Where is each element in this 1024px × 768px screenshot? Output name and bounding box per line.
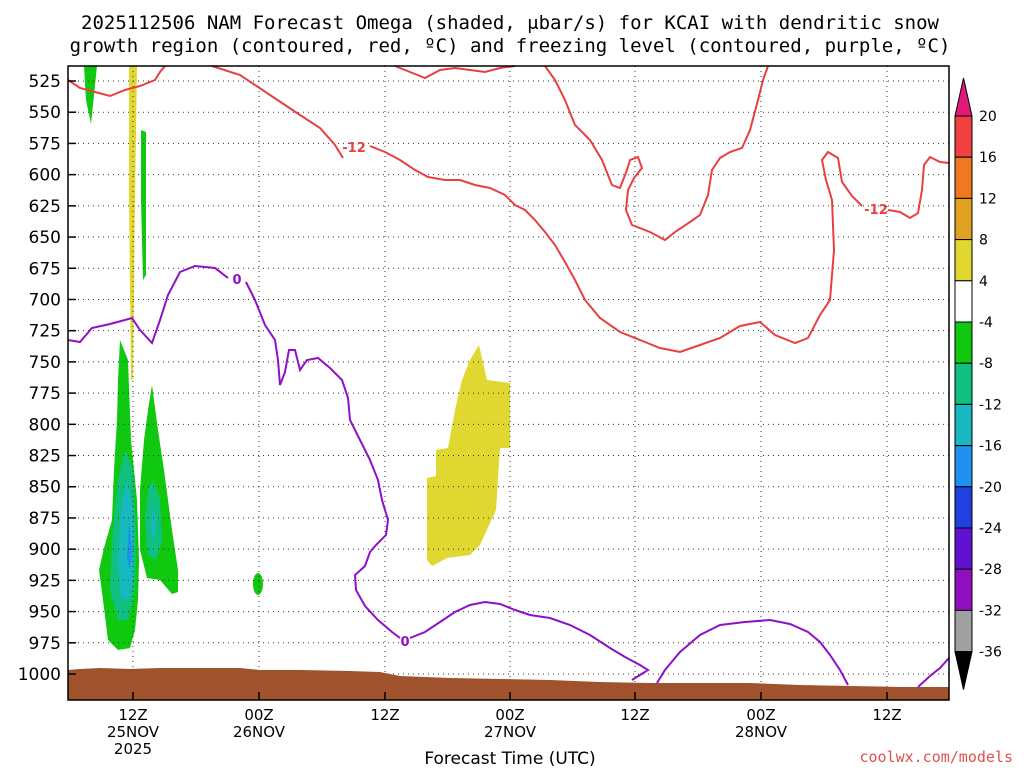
x-axis-label: Forecast Time (UTC) [424,749,595,768]
y-tick-label-825: 825 [29,447,61,467]
colorbar-box-5 [954,321,973,364]
y-tick-label-875: 875 [29,509,61,529]
freezing-label-upper: 0 [232,273,241,288]
omega-yellow-strip [129,66,137,380]
dgz-label-right: -12 [864,203,888,218]
omega-green-small-blob [253,573,263,595]
x-tick-label-5-2: 28NOV [735,723,788,741]
dgz-contour-loop-top [394,65,769,242]
colorbar-label--16: -16 [979,439,1002,455]
colorbar-box-6 [954,362,973,405]
omega-cyan-core [118,480,133,600]
y-tick-label-675: 675 [29,259,61,279]
y-tick-label-700: 700 [29,290,61,310]
x-tick-label-6-1: 12Z [872,706,901,724]
y-tick-label-925: 925 [29,571,61,591]
dgz-contour-labels: -12 -12 [342,141,888,218]
plot-frame [67,65,950,701]
x-tick-label-0-3: 2025 [114,740,152,758]
omega-blue-core [127,520,132,570]
dgz-label-upper: -12 [342,141,366,156]
colorbar-label-16: 16 [979,150,997,166]
colorbar: 20 16 12 8 4 -4 -8 -12 -16 -20 -24 -28 -32 -36 [954,77,1002,690]
y-tick-label-550: 550 [29,103,61,123]
colorbar-label-4: 4 [979,274,988,290]
freezing-label-lower: 0 [400,635,409,650]
dgz-contour-main [211,65,863,354]
colorbar-label--36: -36 [979,645,1002,661]
colorbar-label--24: -24 [979,521,1002,537]
freezing-contour-labels: 0 0 [232,273,409,650]
y-tick-label-525: 525 [29,72,61,92]
x-tick-label-5-1: 00Z [746,706,775,724]
y-tick-label-575: 575 [29,134,61,154]
y-tick-label-650: 650 [29,228,61,248]
y-tick-label-725: 725 [29,322,61,342]
colorbar-label--28: -28 [979,562,1002,578]
terrain-surface [68,668,949,700]
omega-cyan-right-core [151,505,156,540]
x-tick-label-1-1: 00Z [244,706,273,724]
freezing-level-contours [67,264,950,688]
y-tick-label-1000: 1000 [18,665,61,685]
colorbar-box-10 [954,527,973,570]
chart-title-line-1: 2025112506 NAM Forecast Omega (shaded, μ… [81,12,939,34]
colorbar-box-7 [954,403,973,447]
x-tick-label-4-1: 12Z [620,706,649,724]
colorbar-top-triangle [954,77,973,117]
colorbar-label-20: 20 [979,109,997,125]
freezing-contour-main [67,264,650,681]
colorbar-label--20: -20 [979,480,1002,496]
y-tick-label-775: 775 [29,384,61,404]
colorbar-label--32: -32 [979,603,1002,619]
x-tick-label-0-2: 25NOV [107,723,160,741]
colorbar-label--12: -12 [979,397,1002,413]
colorbar-label-12: 12 [979,191,997,207]
y-axis: 525 550 575 600 625 650 675 700 725 750 775 800 825 8… [18,72,76,685]
y-tick-label-600: 600 [29,166,61,186]
x-tick-label-3-2: 27NOV [484,723,537,741]
dgz-contour-upper [67,65,166,98]
chart-title-line-2: growth region (contoured, red, ºC) and f… [70,35,951,57]
dgz-contour-right [887,155,950,220]
colorbar-box-2 [954,197,973,241]
y-tick-label-850: 850 [29,478,61,498]
colorbar-label--8: -8 [979,356,993,372]
colorbar-box-12 [954,609,973,653]
colorbar-box-3 [954,239,973,282]
credit-text: coolwx.com/models [859,748,1013,766]
colorbar-label-8: 8 [979,233,988,249]
colorbar-box-11 [954,568,973,611]
colorbar-box-1 [954,156,973,199]
x-tick-label-0-1: 12Z [118,706,147,724]
omega-shading [84,66,510,650]
x-tick-label-2-1: 12Z [370,706,399,724]
freezing-contour-far-right [917,657,950,688]
colorbar-box-4 [954,280,973,323]
colorbar-box-0 [954,115,973,158]
y-tick-label-800: 800 [29,415,61,435]
x-tick-label-1-2: 26NOV [233,723,286,741]
x-tick-label-3-1: 00Z [495,706,524,724]
omega-green-thin-band [141,130,146,280]
y-tick-label-750: 750 [29,353,61,373]
freezing-contour-right-dome [656,618,849,686]
dgz-contours [67,65,950,354]
y-tick-label-975: 975 [29,634,61,654]
colorbar-box-8 [954,445,973,488]
colorbar-bottom-triangle [954,651,973,690]
colorbar-label--4: -4 [979,315,993,331]
y-tick-label-900: 900 [29,540,61,560]
dotted-grid [68,66,949,700]
y-tick-label-950: 950 [29,603,61,623]
y-tick-label-625: 625 [29,197,61,217]
colorbar-box-9 [954,486,973,529]
